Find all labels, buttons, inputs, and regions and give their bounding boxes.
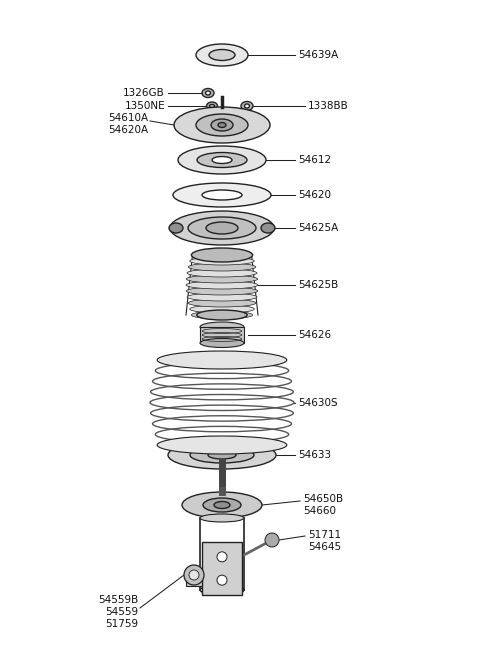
Text: 1326GB: 1326GB [123,88,165,98]
Ellipse shape [174,107,270,143]
Ellipse shape [188,299,256,307]
Ellipse shape [208,451,236,459]
Ellipse shape [241,102,253,111]
Text: 54612: 54612 [298,155,331,165]
Ellipse shape [214,502,230,508]
Ellipse shape [186,281,258,289]
Ellipse shape [187,269,257,277]
Text: 54645: 54645 [308,542,341,552]
Ellipse shape [203,498,241,512]
Text: 54620A: 54620A [108,125,148,135]
Ellipse shape [206,222,238,234]
Text: 54610A: 54610A [108,113,148,123]
Ellipse shape [200,514,244,522]
Text: 51711: 51711 [308,530,341,540]
Ellipse shape [202,88,214,98]
Ellipse shape [186,275,258,283]
Ellipse shape [186,287,258,295]
Ellipse shape [182,492,262,518]
Text: 54559B: 54559B [98,595,138,605]
Ellipse shape [202,190,242,200]
Ellipse shape [178,146,266,174]
Ellipse shape [211,119,233,131]
Text: 54660: 54660 [303,506,336,516]
Text: 54620: 54620 [298,190,331,200]
Ellipse shape [192,248,252,262]
Text: 1350NE: 1350NE [124,101,165,111]
Text: 54633: 54633 [298,450,331,460]
FancyBboxPatch shape [200,327,244,343]
Ellipse shape [209,50,235,60]
Circle shape [217,575,227,585]
Text: 54650B: 54650B [303,494,343,504]
Ellipse shape [188,263,256,271]
Ellipse shape [192,251,252,259]
Ellipse shape [190,305,254,313]
Text: 54625B: 54625B [298,280,338,290]
Ellipse shape [196,114,248,136]
Ellipse shape [209,105,215,107]
Text: 54630S: 54630S [298,398,337,407]
Ellipse shape [206,102,217,110]
Circle shape [184,565,204,585]
Ellipse shape [188,217,256,239]
Ellipse shape [192,311,252,319]
Ellipse shape [170,211,274,245]
Ellipse shape [200,322,244,332]
Ellipse shape [200,339,244,348]
Circle shape [189,570,199,580]
Ellipse shape [197,153,247,168]
FancyBboxPatch shape [186,574,202,586]
Ellipse shape [212,157,232,164]
Ellipse shape [218,122,226,128]
Text: 51759: 51759 [105,619,138,629]
Polygon shape [218,454,226,462]
Ellipse shape [157,351,287,369]
Ellipse shape [169,223,183,233]
Ellipse shape [187,293,257,301]
Text: 54559: 54559 [105,607,138,617]
Ellipse shape [157,436,287,454]
Text: 54639A: 54639A [298,50,338,60]
Ellipse shape [190,257,254,265]
Ellipse shape [261,223,275,233]
Ellipse shape [196,44,248,66]
Ellipse shape [200,585,244,595]
Ellipse shape [205,91,211,95]
FancyBboxPatch shape [202,542,242,595]
Ellipse shape [168,441,276,469]
Ellipse shape [190,447,254,463]
Ellipse shape [244,104,250,108]
Circle shape [265,533,279,547]
Ellipse shape [173,183,271,207]
Circle shape [217,552,227,562]
Text: 1338BB: 1338BB [308,101,349,111]
Text: 54626: 54626 [298,330,331,340]
Ellipse shape [197,310,247,320]
Text: 54625A: 54625A [298,223,338,233]
